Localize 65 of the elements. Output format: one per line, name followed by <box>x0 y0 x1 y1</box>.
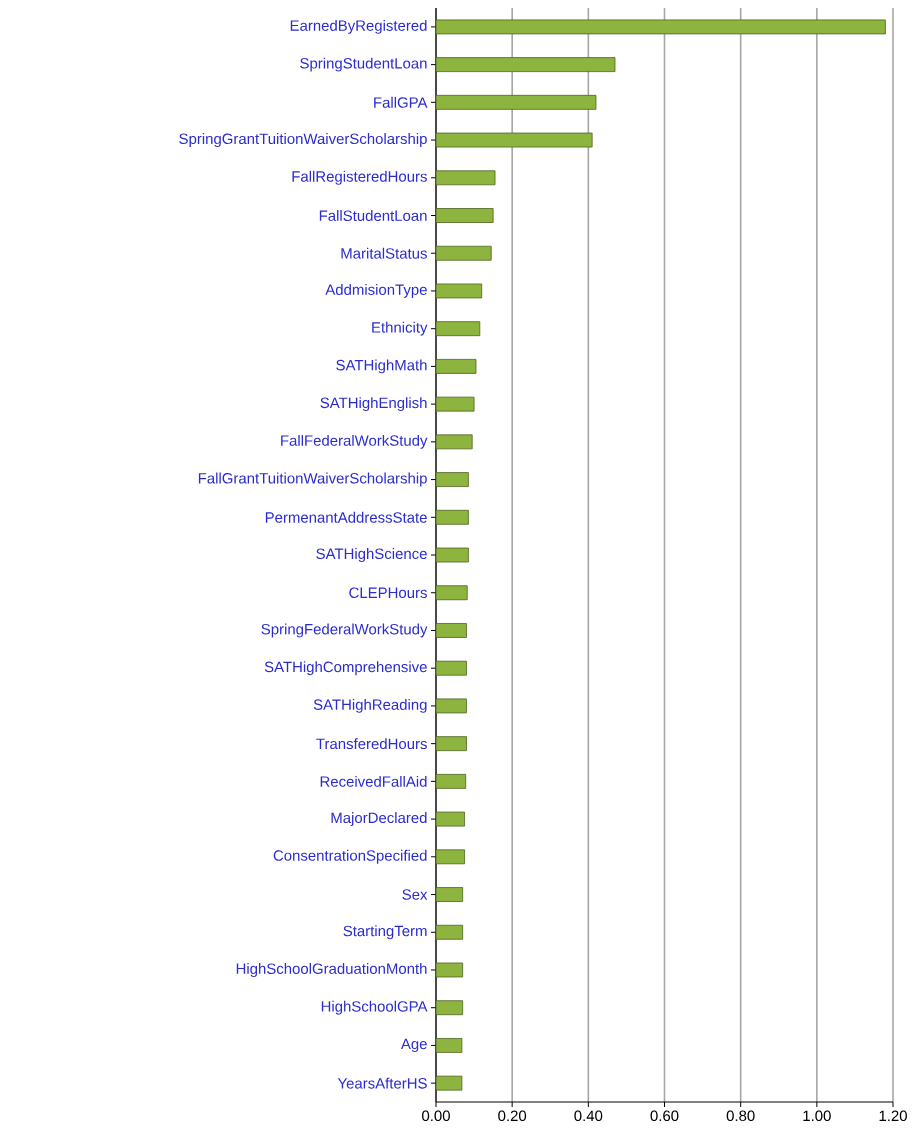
bar <box>435 849 465 865</box>
bar <box>435 132 593 148</box>
bar <box>435 472 469 487</box>
bar <box>435 57 616 73</box>
bar <box>435 1075 463 1091</box>
bar <box>435 208 494 223</box>
x-tick-label: 0.40 <box>574 1110 603 1122</box>
y-tick-label: MaritalStatus <box>341 247 427 259</box>
y-tick-label: SATHighReading <box>313 698 427 713</box>
y-tick-label: Ethnicity <box>372 321 428 336</box>
y-tick-label: PermenantAddressState <box>265 511 427 523</box>
y-tick-label: FallStudentLoan <box>319 210 427 221</box>
bar <box>435 434 473 450</box>
y-tick-label: SATHighEnglish <box>320 397 427 412</box>
x-tick-label: 0.20 <box>498 1110 527 1122</box>
bar <box>435 698 467 714</box>
bar <box>435 359 477 374</box>
y-tick-label: SpringFederalWorkStudy <box>261 623 428 638</box>
bar <box>435 1038 463 1053</box>
x-tick-label: 1.20 <box>879 1110 907 1122</box>
bar <box>435 773 467 789</box>
y-tick-label: SATHighScience <box>316 548 427 562</box>
bar <box>435 811 465 827</box>
y-tick-label: TransferedHours <box>316 738 427 750</box>
y-tick-label: Age <box>400 1038 427 1053</box>
y-tick-label: StartingTerm <box>343 925 427 940</box>
x-tick-label: 0.00 <box>422 1110 450 1122</box>
bar <box>435 547 469 563</box>
bar <box>435 94 597 110</box>
y-tick-label: SATHighComprehensive <box>264 661 427 676</box>
bar <box>435 19 886 35</box>
y-tick-label: Sex <box>402 889 428 900</box>
bar <box>435 396 475 412</box>
y-tick-label: FallGrantTuitionWaiverScholarship <box>198 472 427 487</box>
bar <box>435 585 468 601</box>
bar <box>435 170 496 186</box>
bar <box>435 660 467 676</box>
bar <box>435 924 464 940</box>
bar <box>435 321 481 337</box>
y-tick-label: AddmisionType <box>325 283 427 298</box>
y-tick-label: CLEPHours <box>349 587 427 599</box>
y-tick-label: SpringGrantTuitionWaiverScholarship <box>179 133 427 148</box>
bar <box>435 1000 464 1016</box>
bar <box>435 509 469 525</box>
y-tick-label: SATHighMath <box>336 359 427 374</box>
y-tick-label: SpringStudentLoan <box>300 57 427 72</box>
y-tick-label: YearsAfterHS <box>337 1077 427 1089</box>
y-tick-label: FallRegisteredHours <box>292 170 427 185</box>
y-tick-label: HighSchoolGraduationMonth <box>236 963 427 977</box>
bar <box>435 962 464 978</box>
bar <box>435 283 483 299</box>
x-tick-label: 1.00 <box>803 1110 831 1122</box>
bar <box>435 245 492 261</box>
y-tick-label: HighSchoolGPA <box>321 1000 428 1015</box>
bar <box>435 623 467 638</box>
y-tick-label: EarnedByRegistered <box>290 19 427 34</box>
x-tick-label: 0.80 <box>726 1110 755 1122</box>
y-tick-label: FallFederalWorkStudy <box>281 434 428 449</box>
y-tick-label: ReceivedFallAid <box>320 775 427 787</box>
y-tick-label: ConsentrationSpecified <box>273 849 427 864</box>
x-tick-label: 0.60 <box>650 1110 679 1122</box>
y-tick-label: FallGPA <box>374 96 428 108</box>
y-tick-label: MajorDeclared <box>331 812 427 827</box>
bar <box>435 736 467 752</box>
bar <box>435 887 464 902</box>
